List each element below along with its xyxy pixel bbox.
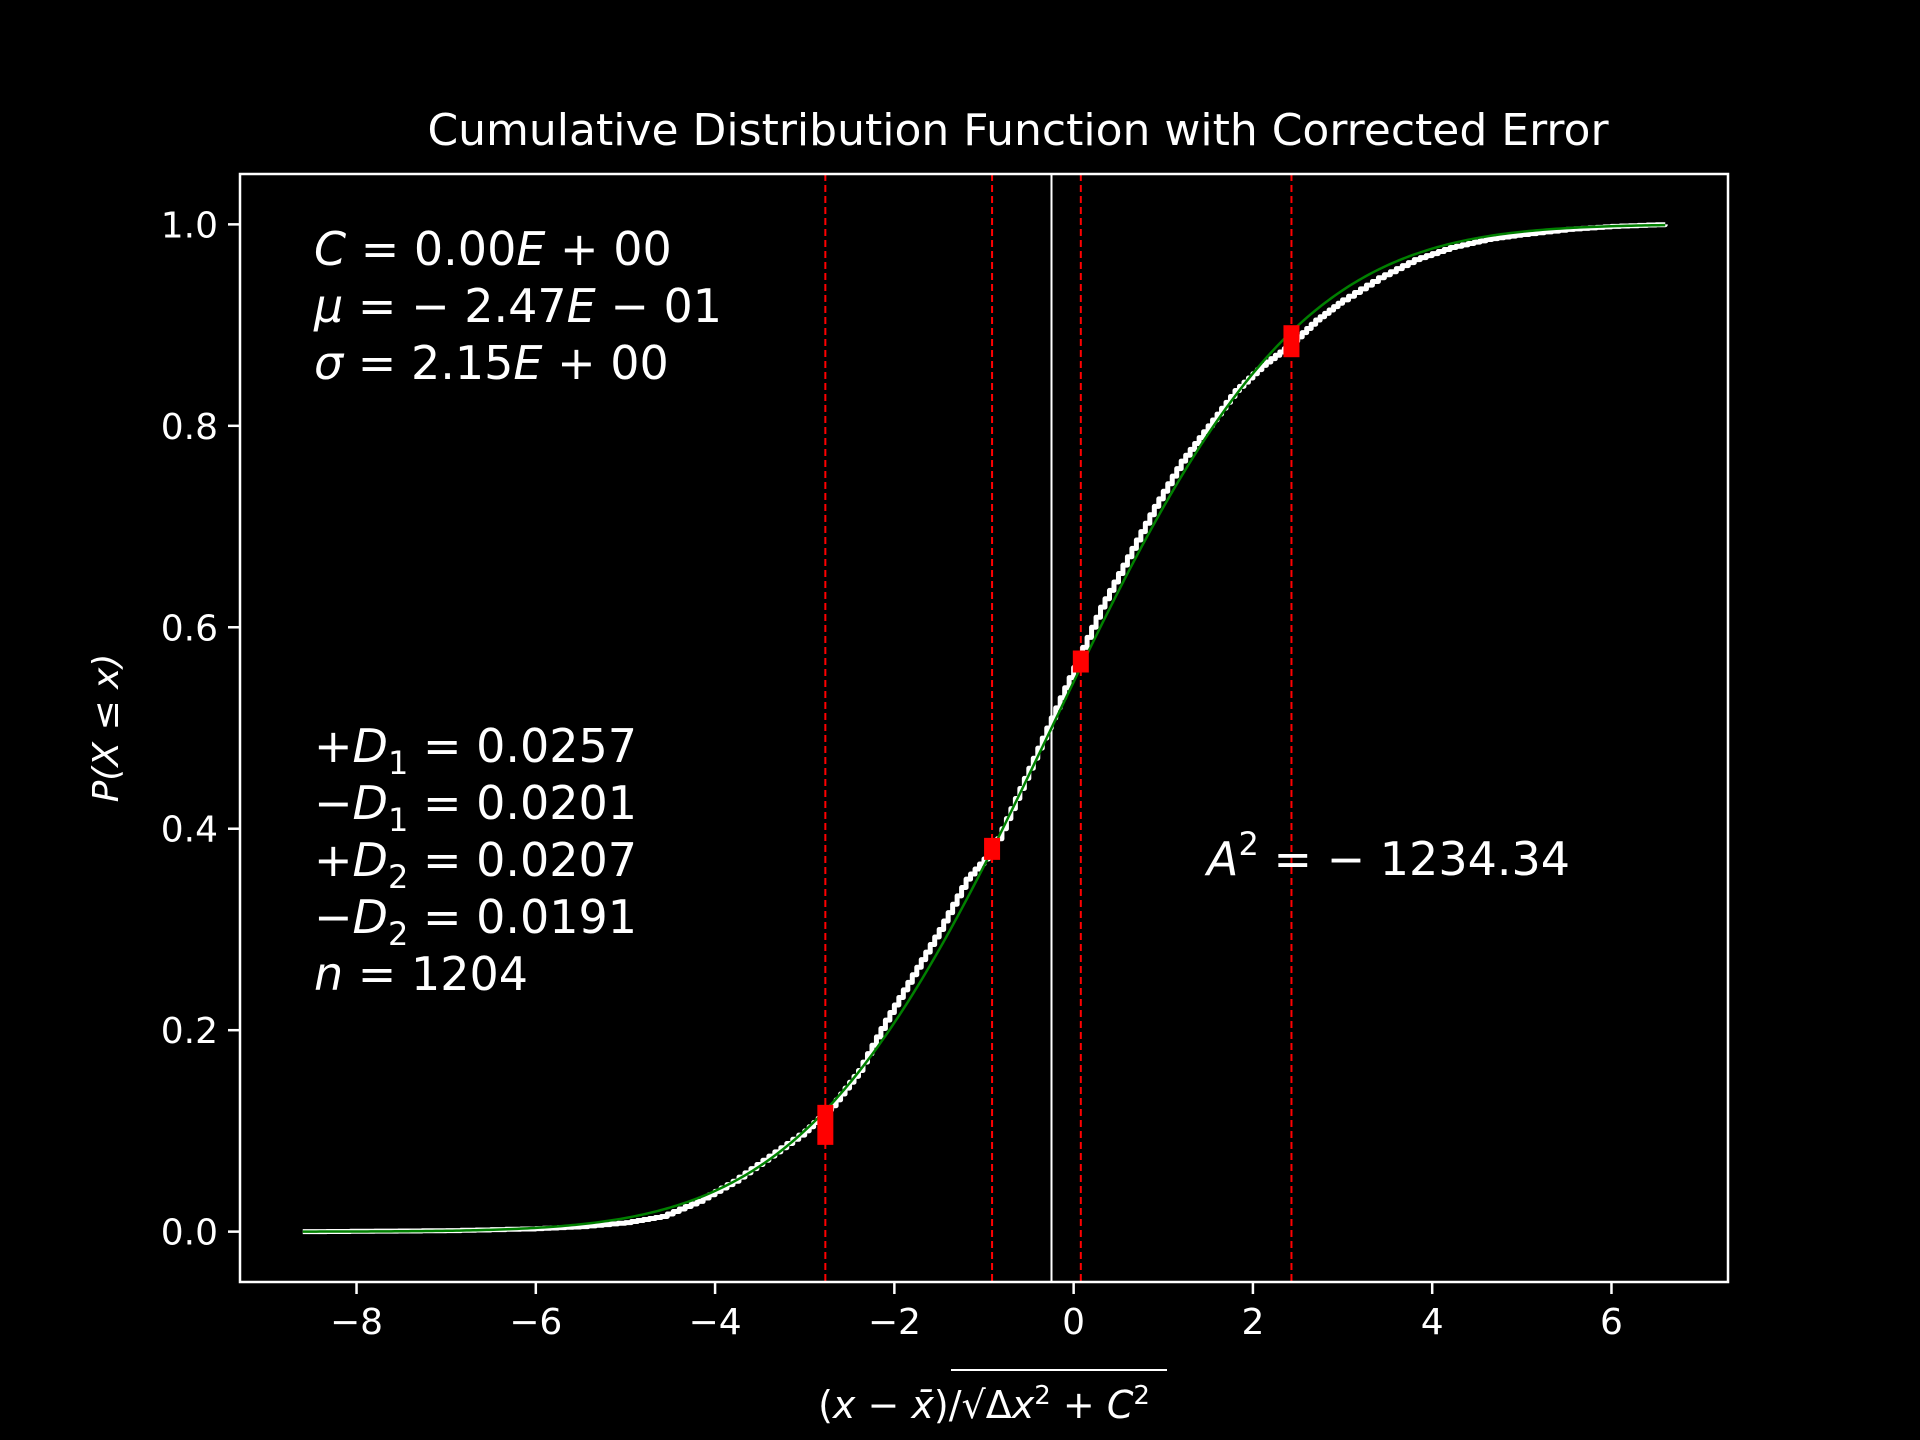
red-marker-2 (1072, 650, 1089, 673)
x-tick-label-4: 0 (1062, 1302, 1085, 1343)
chart-title: Cumulative Distribution Function with Co… (427, 105, 1609, 156)
x-tick-label-0: −8 (330, 1302, 383, 1343)
axes-frame (238, 172, 1730, 1284)
x-tick-label-3: −2 (868, 1302, 921, 1343)
x-axis: −8 −6 −4 −2 0 2 4 6 (330, 1282, 1623, 1343)
x-axis-label: (x − x̄)/√Δx2 + C2 (818, 1381, 1150, 1427)
red-marker-1 (984, 837, 1001, 860)
fit-cdf-line (302, 223, 1666, 1233)
param-sigma: σ = 2.15E + 00 (314, 336, 669, 390)
stat-a-squared: A2 = − 1234.34 (1204, 825, 1570, 886)
x-tick-label-5: 2 (1241, 1302, 1264, 1343)
stat-d2-minus: −D2 = 0.0191 (314, 890, 637, 953)
red-marker-0 (817, 1104, 834, 1145)
red-marker-3 (1283, 325, 1300, 358)
empirical-cdf-line (302, 222, 1668, 1235)
stat-d2-plus: +D2 = 0.0207 (314, 833, 637, 896)
stat-d1-plus: +D1 = 0.0257 (314, 719, 637, 782)
y-tick-label-5: 1.0 (161, 205, 218, 246)
x-tick-label-1: −6 (509, 1302, 562, 1343)
y-tick-label-1: 0.2 (161, 1011, 218, 1052)
y-tick-label-3: 0.6 (161, 608, 218, 649)
x-tick-label-7: 6 (1600, 1302, 1623, 1343)
y-tick-label-2: 0.4 (161, 810, 218, 851)
ks-statistics: +D1 = 0.0257 −D1 = 0.0201 +D2 = 0.0207 −… (314, 719, 637, 1001)
stat-d1-minus: −D1 = 0.0201 (314, 776, 637, 839)
param-c: C = 0.00E + 00 (314, 222, 672, 276)
y-tick-label-4: 0.8 (161, 407, 218, 448)
fit-parameters: C = 0.00E + 00 μ = − 2.47E − 01 σ = 2.15… (313, 222, 722, 390)
stat-n: n = 1204 (314, 947, 528, 1001)
x-tick-label-6: 4 (1421, 1302, 1444, 1343)
y-axis-label: P(X ≤ x) (86, 654, 127, 803)
y-axis: 0.0 0.2 0.4 0.6 0.8 1.0 (161, 205, 240, 1254)
param-mu: μ = − 2.47E − 01 (313, 279, 722, 333)
y-tick-label-0: 0.0 (161, 1213, 218, 1254)
x-tick-label-2: −4 (689, 1302, 742, 1343)
plot-area (302, 174, 1668, 1282)
